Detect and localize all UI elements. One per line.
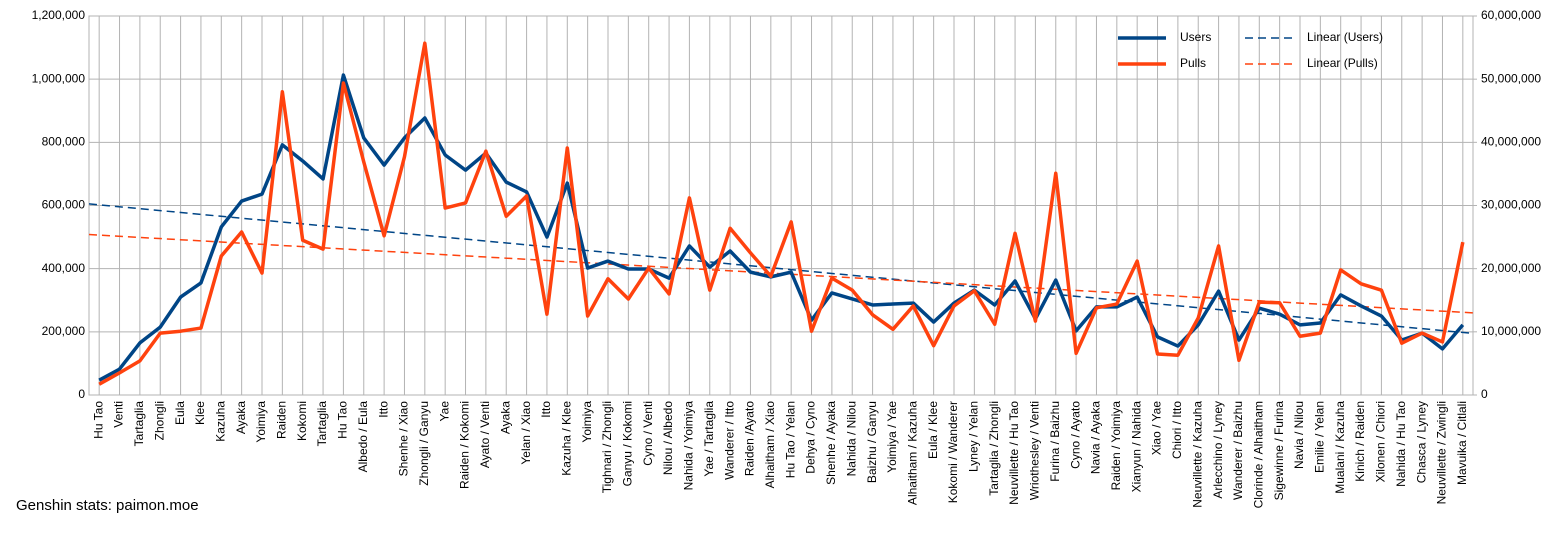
y-tick-label: 200,000 [42, 324, 86, 338]
y-tick-label: 1,000,000 [32, 71, 86, 85]
x-tick-label: Navia / Ayaka [1089, 401, 1103, 474]
series-line [98, 41, 1465, 386]
y2-tick-label: 60,000,000 [1481, 8, 1541, 22]
legend-label: Linear (Users) [1307, 30, 1383, 44]
x-tick-label: Hu Tao [336, 401, 350, 439]
x-tick-label: Yae [437, 401, 451, 422]
x-tick-label: Ayaka [234, 401, 248, 434]
x-tick-label: Navia / Nilou [1292, 401, 1306, 469]
series-line [98, 73, 1465, 382]
x-tick-label: Mavuika / Citlali [1455, 401, 1469, 485]
y2-tick-label: 0 [1481, 387, 1488, 401]
y2-tick-label: 20,000,000 [1481, 261, 1541, 275]
x-tick-label: Mualani / Kazuha [1333, 401, 1347, 494]
x-tick-label: Kokomi / Wanderer [946, 401, 960, 503]
y-tick-label: 800,000 [42, 135, 86, 149]
x-tick-label: Chiori / Itto [1170, 401, 1184, 459]
x-tick-label: Klee [193, 401, 207, 425]
legend: Users Linear (Users) Pulls Linear (Pulls) [1118, 30, 1383, 70]
x-tick-label: Shenhe / Ayaka [824, 401, 838, 485]
y-tick-label: 1,200,000 [32, 8, 86, 22]
x-tick-label: Wanderer / Baizhu [1231, 401, 1245, 500]
x-tick-label: Xilonen / Chiori [1374, 401, 1388, 482]
x-tick-label: Emilie / Yelan [1313, 401, 1327, 473]
legend-label: Pulls [1180, 56, 1206, 70]
x-tick-label: Alhaitham / Kazuha [905, 401, 919, 505]
legend-label: Users [1180, 30, 1211, 44]
x-tick-label: Itto [376, 401, 390, 418]
x-tick-label: Furina / Baizhu [1048, 401, 1062, 482]
x-tick-label: Cyno / Ayato [1068, 401, 1082, 469]
x-tick-label: Chasca / Lyney [1414, 401, 1428, 483]
x-tick-label: Shenhe / Xiao [397, 401, 411, 477]
y-tick-label: 400,000 [42, 261, 86, 275]
x-tick-label: Yoimiya [254, 401, 268, 443]
x-tick-label: Neuvillette / Kazuha [1190, 401, 1204, 508]
trendline [88, 203, 1474, 335]
x-tick-label: Nahida / Nilou [844, 401, 858, 476]
x-tick-label: Xiao / Yae [1150, 401, 1164, 456]
x-tick-label: Neuvillette / Zwingli [1435, 401, 1449, 504]
x-tick-label: Ayaka [498, 401, 512, 434]
x-tick-label: Itto [539, 401, 553, 418]
x-tick-label: Raiden / Yoimiya [1109, 401, 1123, 491]
x-tick-label: Nilou / Albedo [661, 401, 675, 475]
caption: Genshin stats: paimon.moe [16, 497, 199, 514]
x-tick-label: Zhongli [152, 401, 166, 440]
y2-tick-label: 10,000,000 [1481, 324, 1541, 338]
x-tick-label: Alhaitham / Xiao [763, 401, 777, 489]
x-tick-label: Arlecchino / Lyney [1211, 401, 1225, 499]
x-tick-label: Yae / Tartaglia [702, 401, 716, 477]
x-tick-label: Wanderer / Itto [722, 401, 736, 480]
y-tick-label: 0 [78, 387, 85, 401]
x-tick-label: Raiden / Kokomi [458, 401, 472, 489]
x-tick-label: Eula / Klee [926, 401, 940, 459]
x-tick-label: Venti [112, 401, 126, 428]
x-tick-label: Kinich / Raiden [1353, 401, 1367, 482]
x-tick-label: Ayato / Venti [478, 401, 492, 468]
x-tick-label: Yelan / Xiao [519, 401, 533, 465]
x-tick-label: Lyney / Yelan [967, 401, 981, 472]
x-tick-label: Kazuha [213, 401, 227, 442]
x-tick-label: Sigewinne / Furina [1272, 401, 1286, 501]
x-tick-label: Tartaglia / Zhongli [987, 401, 1001, 496]
x-tick-label: Nahida / Hu Tao [1394, 401, 1408, 487]
y2-tick-label: 50,000,000 [1481, 71, 1541, 85]
x-tick-label: Kazuha / Klee [559, 401, 573, 476]
x-tick-label: Kokomi [295, 401, 309, 441]
x-tick-label: Tighnari / Zhongli [600, 401, 614, 493]
x-tick-label: Yoimiya [580, 401, 594, 443]
x-tick-label: Cyno / Venti [641, 401, 655, 466]
x-tick-label: Ganyu / Kokomi [621, 401, 635, 486]
x-tick-label: Neuvillette / Hu Tao [1007, 401, 1021, 505]
x-tick-label: Baizhu / Ganyu [865, 401, 879, 483]
x-tick-label: Nahida / Yoimiya [682, 401, 696, 491]
x-tick-label: Raiden [275, 401, 289, 439]
x-tick-label: Yoimiya / Yae [885, 401, 899, 473]
x-tick-label: Hu Tao [91, 401, 105, 439]
x-tick-label: Wriothesley / Venti [1028, 401, 1042, 500]
x-tick-label: Hu Tao / Yelan [783, 401, 797, 478]
x-tick-label: Raiden /Ayato [743, 401, 757, 476]
x-tick-label: Eula [173, 401, 187, 425]
x-tick-label: Xianyun / Nahida [1129, 401, 1143, 493]
x-tick-label: Albedo / Eula [356, 401, 370, 473]
legend-label: Linear (Pulls) [1307, 56, 1378, 70]
x-tick-label: Tartaglia [315, 401, 329, 447]
x-tick-label: Tartaglia [132, 401, 146, 447]
x-tick-label: Dehya / Cyno [804, 401, 818, 474]
y2-tick-label: 40,000,000 [1481, 135, 1541, 149]
y2-tick-label: 30,000,000 [1481, 198, 1541, 212]
plot-frame [88, 15, 1474, 396]
x-tick-label: Clorinde / Alhaitham [1251, 401, 1265, 508]
y-tick-label: 600,000 [42, 198, 86, 212]
x-tick-label: Zhongli / Ganyu [417, 401, 431, 486]
